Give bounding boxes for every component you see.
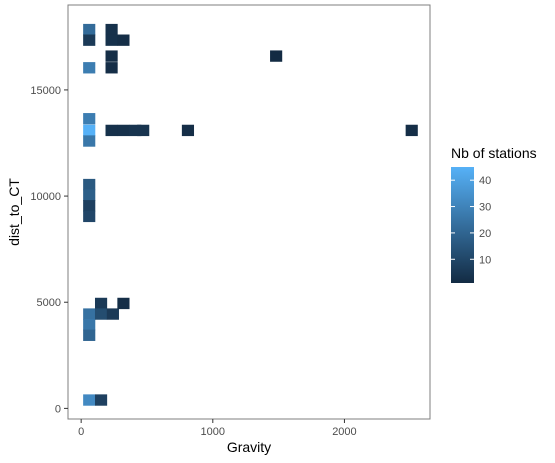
plot-panel (67, 4, 431, 420)
heatmap-cell (105, 23, 118, 36)
heatmap-cell (83, 34, 96, 46)
heatmap-cell (83, 178, 96, 191)
heatmap-cell (129, 124, 142, 137)
heatmap-cell (83, 135, 96, 147)
heatmap-cell (83, 210, 96, 223)
heatmap-cell (270, 50, 283, 62)
heatmap-cell (105, 62, 118, 74)
heatmap-cell (83, 62, 96, 74)
legend-colorbar (451, 167, 474, 283)
heatmap-cell (83, 329, 96, 341)
heatmap-cell (83, 394, 96, 406)
y-tick-label: 10000 (30, 191, 61, 203)
legend-tick-label: 40 (479, 175, 491, 187)
heatmap-cell (94, 394, 108, 406)
legend-tick-label: 20 (479, 228, 491, 240)
legend-ticks: 10 20 30 40 (451, 175, 491, 266)
legend-title: Nb of stations (451, 145, 537, 161)
x-tick-label: 2000 (332, 426, 356, 438)
x-tick-label: 0 (78, 426, 84, 438)
y-tick-label: 0 (55, 403, 61, 415)
heatmap-cell (137, 124, 150, 137)
x-tick-label: 1000 (201, 426, 225, 438)
heatmap-cell (94, 308, 108, 320)
heatmap-cell (83, 113, 96, 125)
heatmap-cell (117, 124, 130, 137)
heatmap-cell (83, 200, 96, 212)
heatmap-cell (83, 23, 96, 36)
heatmap-cell (106, 308, 119, 320)
heatmap-cell (181, 124, 195, 137)
x-axis-title: Gravity (227, 439, 271, 455)
heatmap-cells (83, 23, 418, 406)
y-tick-label: 5000 (37, 297, 61, 309)
y-tick-label: 15000 (30, 85, 61, 97)
heatmap-cell (105, 124, 118, 137)
y-axis-ticks: 0 5000 10000 15000 (30, 85, 68, 415)
heatmap-cell (105, 34, 118, 46)
legend-tick-label: 10 (479, 254, 491, 266)
heatmap-cell (405, 124, 418, 137)
heatmap-cell (117, 297, 130, 310)
x-axis-ticks: 0 1000 2000 (78, 419, 357, 438)
heatmap-cell (94, 297, 108, 310)
legend-tick-label: 30 (479, 202, 491, 214)
heatmap-cell (83, 124, 96, 137)
heatmap-cell (117, 34, 130, 46)
heatmap-cell (83, 189, 96, 201)
heatmap-cell (83, 308, 96, 320)
heatmap-cell (83, 319, 96, 331)
heatmap-cell (105, 50, 118, 62)
y-axis-title: dist_to_CT (6, 178, 22, 246)
